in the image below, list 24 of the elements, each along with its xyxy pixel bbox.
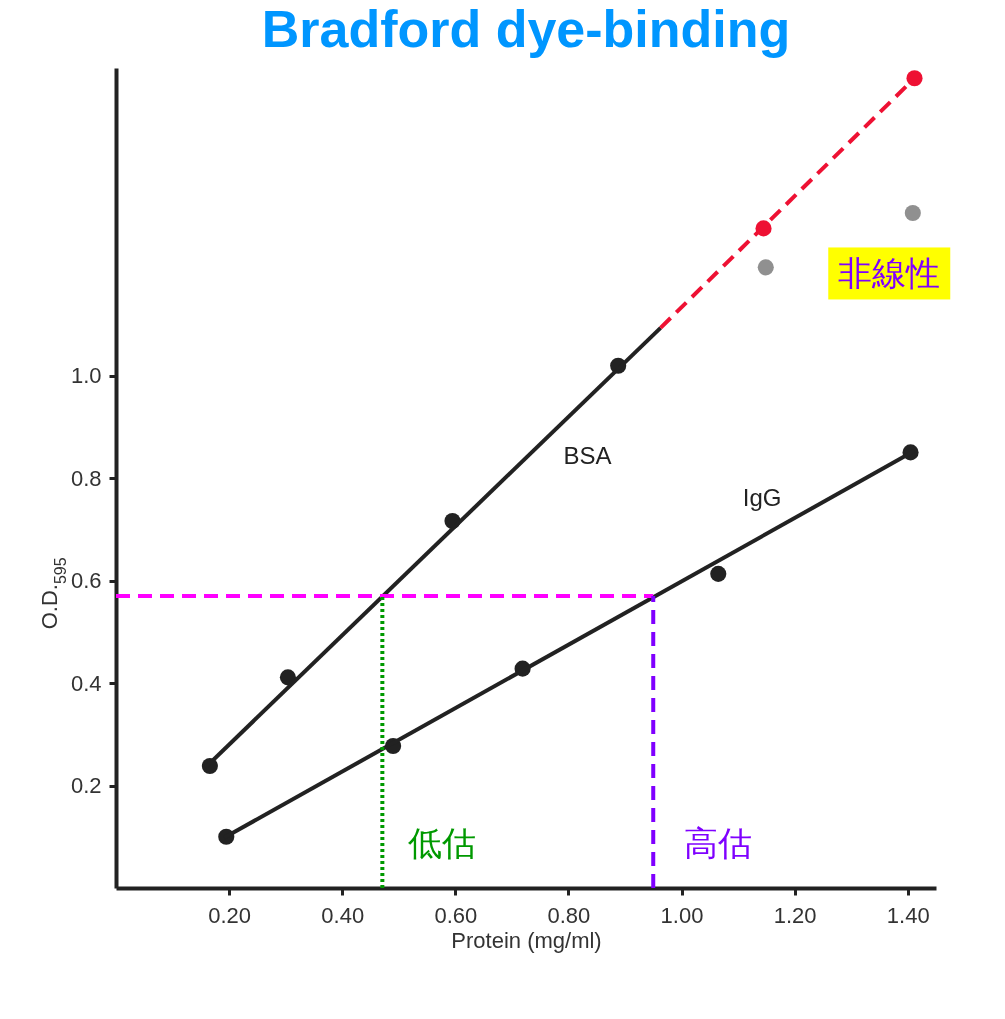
y-tick-label: 0.2 <box>70 773 102 798</box>
annotation: 低估 <box>408 823 477 864</box>
y-tick-label: 0.4 <box>70 670 102 696</box>
x-tick-label: 1.40 <box>886 902 930 928</box>
point <box>710 565 727 582</box>
point <box>904 204 921 222</box>
x-tick-label: 1.00 <box>660 902 704 928</box>
y-tick-label: 0.8 <box>70 465 102 491</box>
point <box>906 70 923 87</box>
x-tick-label: 1.20 <box>773 902 817 928</box>
annotation: 非線性 <box>838 253 941 294</box>
x-tick-label: 0.80 <box>547 902 591 928</box>
annotation: BSA <box>563 441 612 469</box>
point <box>757 259 774 276</box>
annotation: 高估 <box>683 823 752 864</box>
x-tick-label: 0.20 <box>208 902 252 928</box>
point <box>755 220 772 237</box>
x-tick-label: 0.40 <box>321 902 365 928</box>
x-tick-label: 0.60 <box>434 902 478 928</box>
y-tick-label: 1.0 <box>70 363 102 388</box>
annotation: IgG <box>742 484 782 512</box>
x-axis-title: Protein (mg/ml) <box>451 927 602 953</box>
y-tick-label: 0.6 <box>70 568 102 593</box>
chart-title: Bradford dye-binding <box>261 0 791 58</box>
